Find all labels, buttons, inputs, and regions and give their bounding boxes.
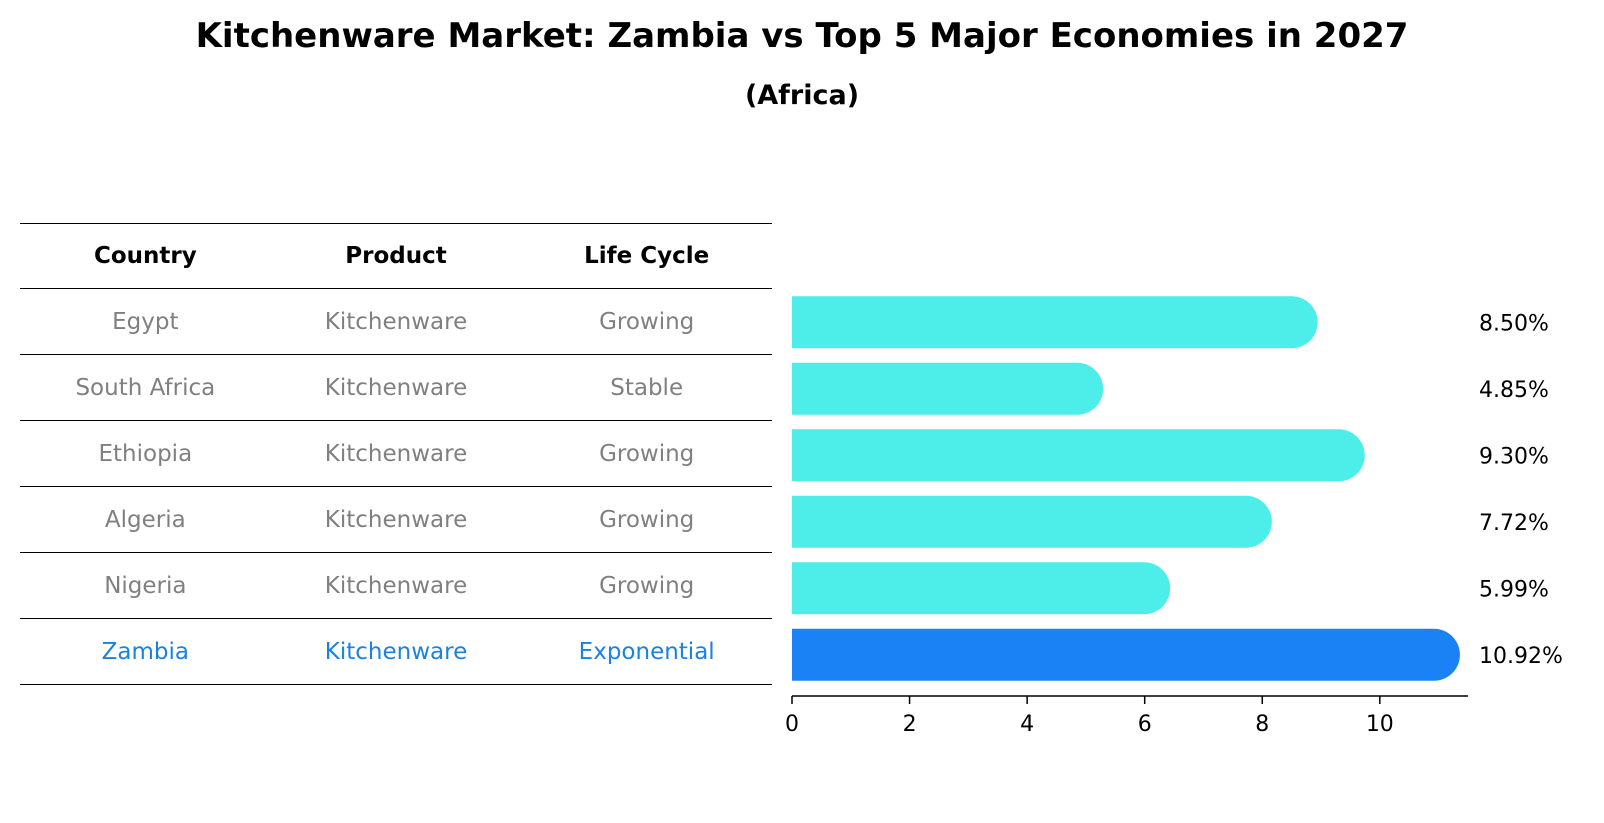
bar-south-africa [792,362,1104,415]
chart-subtitle: (Africa) [744,80,860,111]
table-row: South Africa Kitchenware Stable [20,355,772,421]
cell-life-cycle: Growing [599,572,695,599]
header-product: Product [345,243,447,269]
value-label-nigeria: 5.99% [1479,577,1549,602]
table-row: Ethiopia Kitchenware Growing [20,421,772,487]
cell-country: Egypt [112,308,179,335]
cell-life-cycle: Exponential [578,638,715,665]
cell-product: Kitchenware [324,440,468,467]
cell-product: Kitchenware [324,506,468,533]
cell-product: Kitchenware [324,308,468,335]
cell-country: South Africa [75,374,216,401]
cell-life-cycle: Growing [599,308,695,335]
cell-life-cycle: Growing [599,440,695,467]
x-tick-label: 10 [1366,712,1394,737]
bar-algeria [792,495,1272,548]
value-label-ethiopia: 9.30% [1479,444,1549,469]
cell-country: Algeria [104,506,186,533]
cell-product: Kitchenware [324,374,468,401]
table-row-highlight: Zambia Kitchenware Exponential [20,619,772,685]
x-tick-label: 8 [1255,712,1269,737]
cell-product: Kitchenware [324,572,468,599]
value-label-egypt: 8.50% [1479,311,1549,336]
table-row: Algeria Kitchenware Growing [20,487,772,553]
x-tick-label: 0 [785,712,799,737]
cell-product: Kitchenware [324,638,468,665]
cell-country: Zambia [101,638,189,665]
data-table: Country Product Life Cycle Egypt Kitchen… [20,223,772,685]
bar-egypt [792,296,1318,349]
value-label-south-africa: 4.85% [1479,378,1549,403]
cell-life-cycle: Growing [599,506,695,533]
x-tick-label: 6 [1138,712,1152,737]
value-label-algeria: 7.72% [1479,511,1549,536]
bar-nigeria [792,562,1171,615]
table-header-row: Country Product Life Cycle [20,223,772,289]
cell-country: Nigeria [104,572,187,599]
value-label-zambia: 10.92% [1479,644,1563,669]
table-row: Egypt Kitchenware Growing [20,289,772,355]
header-life-cycle: Life Cycle [584,243,710,269]
bar-ethiopia [792,429,1365,482]
table-row: Nigeria Kitchenware Growing [20,553,772,619]
chart-title: Kitchenware Market: Zambia vs Top 5 Majo… [195,16,1409,56]
cell-life-cycle: Stable [610,374,684,401]
header-country: Country [93,243,197,269]
cell-country: Ethiopia [98,440,193,467]
x-tick-label: 4 [1020,712,1034,737]
x-tick-label: 2 [903,712,917,737]
bar-zambia [792,628,1460,681]
